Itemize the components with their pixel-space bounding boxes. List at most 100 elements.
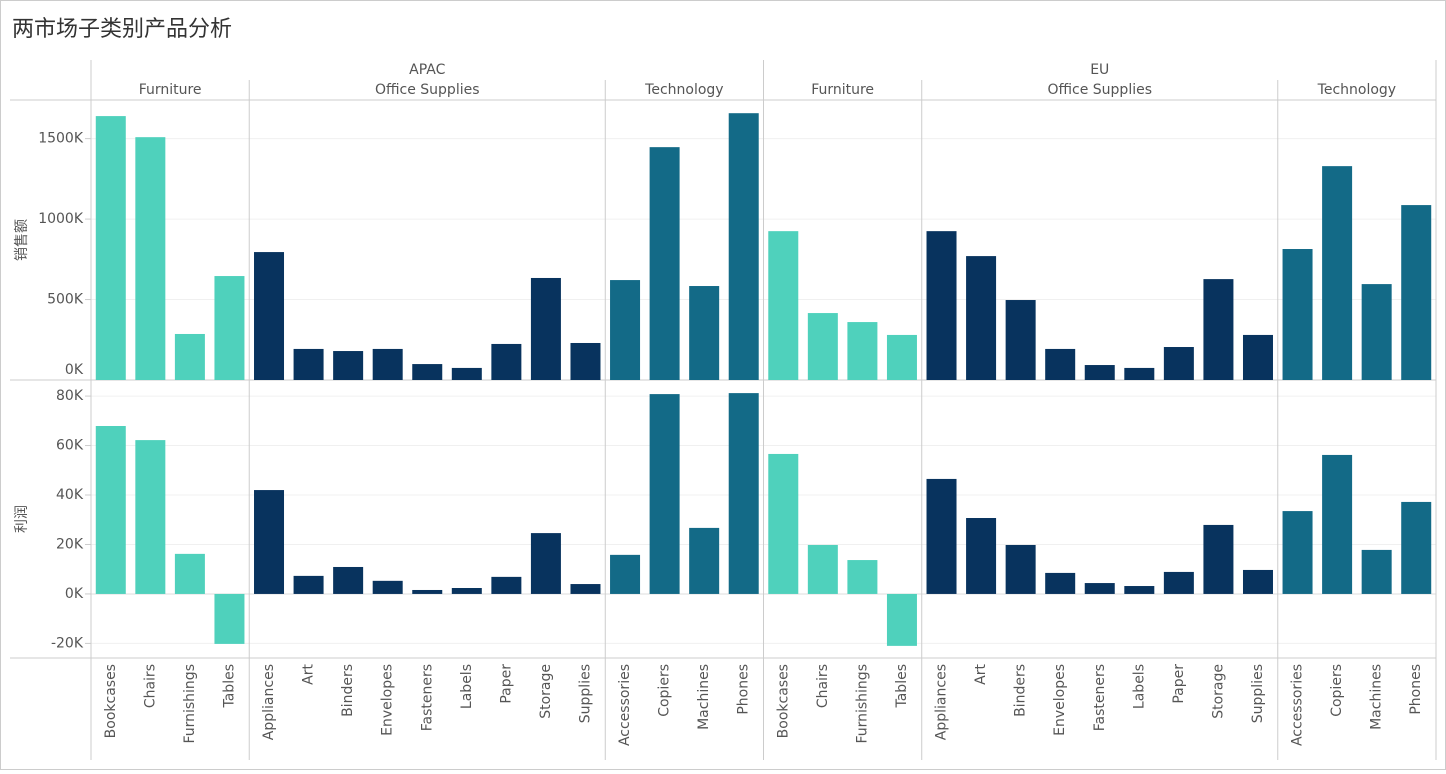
bar — [847, 322, 878, 380]
bar — [451, 367, 482, 380]
bar — [728, 393, 759, 594]
bar — [689, 527, 720, 594]
chart-title: 两市场子类别产品分析 — [12, 17, 232, 42]
bar — [372, 348, 403, 380]
x-tick-label: Machines — [696, 664, 712, 730]
x-tick-label: Phones — [736, 664, 752, 715]
bar — [1401, 501, 1432, 594]
x-tick-label: Storage — [1210, 664, 1226, 719]
x-tick-label: Fasteners — [1092, 664, 1108, 731]
bar — [1242, 334, 1273, 380]
y-tick-label: 80K — [56, 388, 84, 404]
bar — [807, 313, 838, 380]
bar — [1005, 300, 1036, 380]
bar — [610, 554, 641, 594]
x-tick-label: Storage — [538, 664, 554, 719]
bar — [926, 478, 957, 594]
bar — [1045, 572, 1076, 594]
x-tick-label: Copiers — [657, 664, 673, 717]
x-tick-label: Chairs — [142, 664, 158, 708]
x-tick-label: Furnishings — [854, 664, 870, 744]
bar — [610, 280, 641, 380]
bar — [1282, 249, 1313, 380]
bar — [1045, 348, 1076, 380]
x-tick-label: Paper — [498, 664, 514, 704]
y-tick-label: 0K — [65, 362, 84, 378]
bar — [1322, 454, 1353, 594]
category-label: Furniture — [811, 82, 874, 98]
x-tick-label: Accessories — [617, 664, 633, 746]
bar — [174, 553, 205, 594]
x-tick-label: Bookcases — [103, 664, 119, 738]
x-tick-label: Appliances — [934, 664, 950, 740]
market-label: EU — [1090, 62, 1109, 78]
bar — [728, 113, 759, 380]
bar — [1084, 365, 1115, 380]
bar — [1163, 347, 1194, 380]
market-label: APAC — [409, 62, 445, 78]
bar — [95, 426, 126, 594]
bar — [214, 276, 245, 380]
bar — [530, 277, 561, 380]
x-tick-label: Bookcases — [775, 664, 791, 738]
bar — [1084, 583, 1115, 594]
x-tick-label: Fasteners — [419, 664, 435, 731]
x-tick-label: Tables — [221, 664, 237, 709]
bar — [1203, 524, 1234, 594]
y-tick-label: 0K — [65, 586, 84, 602]
y-tick-label: 60K — [56, 438, 84, 454]
bar — [491, 343, 522, 380]
bar — [1282, 511, 1313, 594]
x-tick-label: Binders — [1013, 664, 1029, 717]
x-tick-label: Envelopes — [1052, 664, 1068, 736]
bar — [966, 518, 997, 594]
bar — [174, 333, 205, 380]
y-tick-label: 1000K — [38, 211, 84, 227]
category-label: Furniture — [139, 82, 202, 98]
y-tick-label: 500K — [47, 292, 84, 308]
bar — [95, 116, 126, 381]
category-label: Office Supplies — [375, 82, 480, 98]
bar — [451, 588, 482, 594]
x-tick-label: Copiers — [1329, 664, 1345, 717]
bar — [372, 580, 403, 594]
category-label: Technology — [644, 82, 723, 98]
bar — [689, 286, 720, 380]
bar — [412, 364, 443, 380]
category-label: Technology — [1317, 82, 1396, 98]
bar — [1322, 166, 1353, 380]
bar — [135, 440, 166, 594]
x-tick-label: Appliances — [261, 664, 277, 740]
bar — [1401, 205, 1432, 380]
bar — [966, 256, 997, 380]
y-tick-label: 20K — [56, 536, 84, 552]
x-tick-label: Phones — [1408, 664, 1424, 715]
x-tick-label: Binders — [340, 664, 356, 717]
bar — [886, 334, 917, 380]
bar — [649, 147, 680, 380]
x-tick-label: Tables — [894, 664, 910, 709]
x-tick-label: Chairs — [815, 664, 831, 708]
bar — [293, 575, 324, 594]
bar — [135, 137, 166, 380]
y-tick-label: 40K — [56, 487, 84, 503]
bar — [1361, 284, 1392, 380]
bar — [570, 584, 601, 594]
y-tick-label: 1500K — [38, 131, 84, 147]
y-tick-label: -20K — [51, 635, 84, 651]
bar — [847, 560, 878, 594]
x-tick-label: Art — [301, 663, 317, 684]
bar — [649, 394, 680, 594]
bar — [530, 533, 561, 594]
bar — [333, 351, 364, 380]
bar — [570, 342, 601, 380]
x-tick-label: Machines — [1369, 664, 1385, 730]
x-tick-label: Supplies — [577, 664, 593, 723]
bar — [412, 589, 443, 594]
y-axis-title: 利润 — [14, 505, 30, 533]
bar — [768, 453, 799, 594]
bar — [926, 231, 957, 380]
bar — [768, 231, 799, 380]
